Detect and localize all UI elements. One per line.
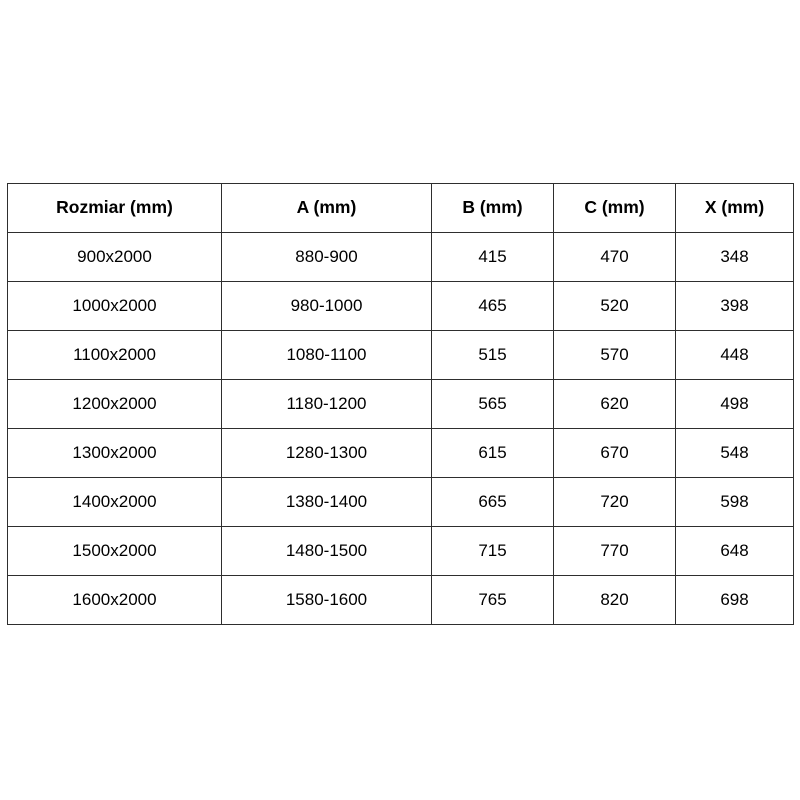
table-row: 1600x2000 1580-1600 765 820 698 bbox=[7, 575, 794, 625]
column-header-b: B (mm) bbox=[431, 183, 554, 233]
cell-x: 448 bbox=[675, 330, 794, 380]
cell-c: 470 bbox=[553, 232, 676, 282]
cell-a: 980-1000 bbox=[221, 281, 432, 331]
cell-a: 1280-1300 bbox=[221, 428, 432, 478]
cell-c: 570 bbox=[553, 330, 676, 380]
table-body: 900x2000 880-900 415 470 348 1000x2000 9… bbox=[7, 232, 794, 625]
cell-rozmiar: 1400x2000 bbox=[7, 477, 222, 527]
column-header-rozmiar: Rozmiar (mm) bbox=[7, 183, 222, 233]
cell-b: 765 bbox=[431, 575, 554, 625]
cell-x: 348 bbox=[675, 232, 794, 282]
cell-a: 1180-1200 bbox=[221, 379, 432, 429]
cell-x: 398 bbox=[675, 281, 794, 331]
cell-b: 615 bbox=[431, 428, 554, 478]
cell-b: 415 bbox=[431, 232, 554, 282]
table-row: 1100x2000 1080-1100 515 570 448 bbox=[7, 330, 794, 380]
cell-a: 1480-1500 bbox=[221, 526, 432, 576]
cell-b: 565 bbox=[431, 379, 554, 429]
cell-rozmiar: 1100x2000 bbox=[7, 330, 222, 380]
cell-x: 598 bbox=[675, 477, 794, 527]
table-row: 1400x2000 1380-1400 665 720 598 bbox=[7, 477, 794, 527]
table-row: 900x2000 880-900 415 470 348 bbox=[7, 232, 794, 282]
cell-c: 820 bbox=[553, 575, 676, 625]
column-header-x: X (mm) bbox=[675, 183, 794, 233]
cell-b: 515 bbox=[431, 330, 554, 380]
cell-rozmiar: 900x2000 bbox=[7, 232, 222, 282]
table-row: 1200x2000 1180-1200 565 620 498 bbox=[7, 379, 794, 429]
cell-x: 548 bbox=[675, 428, 794, 478]
cell-rozmiar: 1600x2000 bbox=[7, 575, 222, 625]
table-row: 1500x2000 1480-1500 715 770 648 bbox=[7, 526, 794, 576]
cell-rozmiar: 1200x2000 bbox=[7, 379, 222, 429]
cell-a: 880-900 bbox=[221, 232, 432, 282]
cell-b: 665 bbox=[431, 477, 554, 527]
cell-c: 520 bbox=[553, 281, 676, 331]
cell-x: 498 bbox=[675, 379, 794, 429]
cell-c: 670 bbox=[553, 428, 676, 478]
cell-a: 1580-1600 bbox=[221, 575, 432, 625]
size-specification-table: Rozmiar (mm) A (mm) B (mm) C (mm) X (mm)… bbox=[7, 183, 794, 625]
table-header-row: Rozmiar (mm) A (mm) B (mm) C (mm) X (mm) bbox=[7, 183, 794, 233]
column-header-a: A (mm) bbox=[221, 183, 432, 233]
cell-c: 620 bbox=[553, 379, 676, 429]
cell-rozmiar: 1300x2000 bbox=[7, 428, 222, 478]
cell-x: 698 bbox=[675, 575, 794, 625]
cell-a: 1380-1400 bbox=[221, 477, 432, 527]
cell-b: 465 bbox=[431, 281, 554, 331]
cell-c: 770 bbox=[553, 526, 676, 576]
cell-x: 648 bbox=[675, 526, 794, 576]
size-specification-table-container: Rozmiar (mm) A (mm) B (mm) C (mm) X (mm)… bbox=[7, 183, 794, 625]
cell-b: 715 bbox=[431, 526, 554, 576]
table-row: 1000x2000 980-1000 465 520 398 bbox=[7, 281, 794, 331]
cell-rozmiar: 1500x2000 bbox=[7, 526, 222, 576]
cell-a: 1080-1100 bbox=[221, 330, 432, 380]
cell-c: 720 bbox=[553, 477, 676, 527]
column-header-c: C (mm) bbox=[553, 183, 676, 233]
table-row: 1300x2000 1280-1300 615 670 548 bbox=[7, 428, 794, 478]
cell-rozmiar: 1000x2000 bbox=[7, 281, 222, 331]
table-header: Rozmiar (mm) A (mm) B (mm) C (mm) X (mm) bbox=[7, 183, 794, 233]
